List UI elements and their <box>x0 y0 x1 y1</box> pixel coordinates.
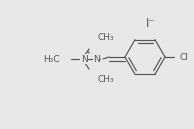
Text: N: N <box>93 54 100 63</box>
Text: H₃C: H₃C <box>43 54 60 63</box>
Text: +: + <box>85 50 91 55</box>
Text: N: N <box>81 54 87 63</box>
Text: Cl: Cl <box>179 53 188 62</box>
Text: I⁻: I⁻ <box>146 17 155 30</box>
Text: CH₃: CH₃ <box>98 75 115 84</box>
Text: CH₃: CH₃ <box>98 34 115 42</box>
